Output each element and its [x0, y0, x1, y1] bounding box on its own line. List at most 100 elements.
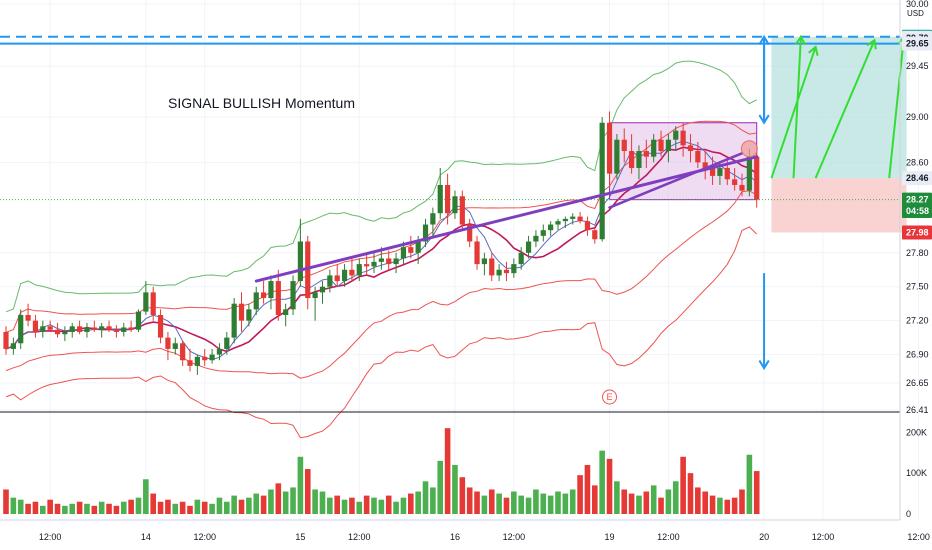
candle-body[interactable] [62, 331, 68, 335]
candle-body[interactable] [445, 184, 451, 214]
candle-body[interactable] [614, 139, 620, 174]
candle-body[interactable] [695, 151, 701, 163]
candle-body[interactable] [341, 269, 348, 282]
candle-body[interactable] [577, 216, 583, 222]
price-axis[interactable]: 30.00 29.45 29.00 28.60 27.80 27.50 27.20 26.90… [906, 0, 929, 415]
candle-body[interactable] [187, 360, 193, 366]
candle-body[interactable] [364, 264, 370, 267]
candle-body[interactable] [113, 329, 119, 332]
candle-body[interactable] [658, 139, 664, 152]
candle-body[interactable] [732, 179, 738, 185]
candle-body[interactable] [312, 292, 318, 299]
candle-body[interactable] [422, 224, 429, 242]
candle-body[interactable] [400, 247, 407, 259]
candle-body[interactable] [371, 261, 377, 267]
candle-body[interactable] [18, 315, 24, 344]
candle-body[interactable] [91, 327, 97, 330]
trend-line-2[interactable] [608, 152, 744, 209]
candle-body[interactable] [283, 309, 289, 316]
candle-body[interactable] [496, 269, 502, 276]
candle-body[interactable] [99, 326, 105, 330]
target-arrow-3[interactable] [792, 36, 802, 179]
candle-body[interactable] [224, 337, 230, 349]
candle-body[interactable] [680, 130, 686, 146]
candle-body[interactable] [452, 196, 458, 214]
candle-body[interactable] [702, 162, 708, 168]
candle-body[interactable] [10, 343, 16, 349]
candle-body[interactable] [253, 292, 259, 310]
candle-body[interactable] [334, 275, 340, 282]
candle-body[interactable] [268, 281, 274, 299]
candle-body[interactable] [386, 258, 392, 265]
candle-body[interactable] [724, 167, 730, 180]
candle-body[interactable] [746, 156, 752, 191]
candle-body[interactable] [584, 221, 591, 231]
candle-body[interactable] [606, 122, 613, 174]
candle-body[interactable] [84, 327, 90, 332]
candle-body[interactable] [54, 329, 61, 335]
candle-body[interactable] [599, 122, 605, 240]
candle-body[interactable] [518, 252, 524, 265]
candle-body[interactable] [143, 292, 149, 312]
candle-body[interactable] [709, 167, 716, 176]
candle-body[interactable] [629, 151, 635, 168]
candle-body[interactable] [643, 151, 649, 157]
candle-body[interactable] [165, 337, 171, 349]
candle-body[interactable] [69, 326, 75, 332]
candle-body[interactable] [47, 326, 53, 330]
stop-zone[interactable] [771, 178, 907, 233]
candle-body[interactable] [216, 348, 223, 355]
candle-body[interactable] [238, 303, 245, 321]
candle-body[interactable] [570, 216, 576, 219]
target-arrow-2[interactable] [888, 36, 905, 179]
candle-body[interactable] [474, 241, 480, 265]
candle-body[interactable] [621, 139, 627, 152]
candle-body[interactable] [349, 269, 355, 276]
candle-body[interactable] [180, 343, 186, 361]
candle-body[interactable] [437, 184, 443, 214]
candle-body[interactable] [540, 230, 546, 236]
candle-body[interactable] [533, 235, 539, 242]
candle-body[interactable] [172, 343, 178, 349]
candle-body[interactable] [548, 224, 554, 231]
candle-body[interactable] [32, 320, 39, 332]
candle-body[interactable] [717, 167, 723, 176]
candle-body[interactable] [3, 331, 9, 349]
target-arrow-1[interactable] [814, 39, 876, 179]
candle-body[interactable] [754, 156, 760, 200]
candle-body[interactable] [636, 151, 642, 168]
candle-body[interactable] [459, 196, 465, 225]
candle-body[interactable] [651, 139, 657, 157]
candle-body[interactable] [673, 130, 679, 140]
candle-body[interactable] [356, 264, 362, 276]
candle-body[interactable] [40, 326, 46, 332]
candle-body[interactable] [121, 327, 127, 332]
candle-body[interactable] [511, 264, 517, 274]
candle-body[interactable] [687, 145, 694, 152]
candle-body[interactable] [246, 309, 252, 321]
candle-body[interactable] [555, 221, 561, 225]
candle-body[interactable] [489, 258, 495, 276]
candle-body[interactable] [481, 258, 487, 265]
candle-body[interactable] [150, 292, 156, 316]
candle-body[interactable] [393, 258, 399, 265]
candle-body[interactable] [503, 269, 510, 274]
candle-body[interactable] [202, 356, 208, 361]
candle-body[interactable] [408, 247, 414, 253]
highlight-circle[interactable] [740, 140, 758, 158]
target-arrow-0[interactable] [770, 46, 817, 179]
candle-body[interactable] [209, 354, 215, 361]
candle-body[interactable] [25, 315, 31, 321]
candle-body[interactable] [261, 292, 267, 299]
candle-body[interactable] [297, 241, 303, 282]
time-axis[interactable]: 12:00 14 12:00 15 12:00 16 12:00 19 12:00 20 12:00… [39, 532, 930, 542]
candle-body[interactable] [592, 230, 598, 240]
candle-body[interactable] [77, 326, 83, 332]
candle-body[interactable] [231, 303, 237, 338]
trend-line[interactable] [254, 155, 759, 283]
candle-body[interactable] [525, 241, 532, 253]
candle-body[interactable] [415, 241, 421, 253]
candle-body[interactable] [739, 184, 745, 191]
candle-body[interactable] [562, 218, 568, 222]
candle-body[interactable] [275, 281, 281, 316]
